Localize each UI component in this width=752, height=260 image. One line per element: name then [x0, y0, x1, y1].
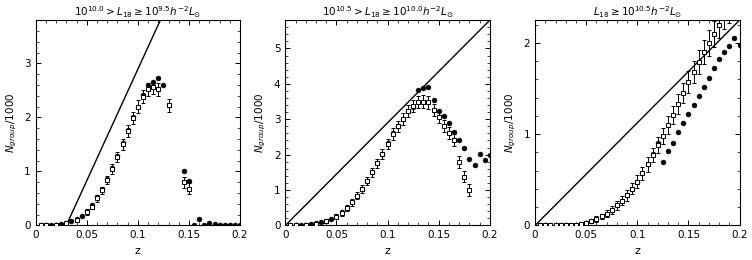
Title: $10^{10.0}>L_{18}\geq10^{9.5}h^{-2}L_{\odot}$: $10^{10.0}>L_{18}\geq10^{9.5}h^{-2}L_{\o…	[74, 4, 202, 20]
Title: $L_{18}\geq10^{10.5}h^{-2}L_{\odot}$: $L_{18}\geq10^{10.5}h^{-2}L_{\odot}$	[593, 4, 682, 20]
X-axis label: z: z	[385, 246, 390, 256]
Title: $10^{10.5}>L_{18}\geq10^{10.0}h^{-2}L_{\odot}$: $10^{10.5}>L_{18}\geq10^{10.0}h^{-2}L_{\…	[322, 4, 453, 20]
Y-axis label: $N_{group}/1000$: $N_{group}/1000$	[5, 93, 19, 153]
Y-axis label: $N_{group}/1000$: $N_{group}/1000$	[504, 93, 518, 153]
Y-axis label: $N_{group}/1000$: $N_{group}/1000$	[254, 93, 268, 153]
X-axis label: z: z	[135, 246, 141, 256]
X-axis label: z: z	[635, 246, 640, 256]
